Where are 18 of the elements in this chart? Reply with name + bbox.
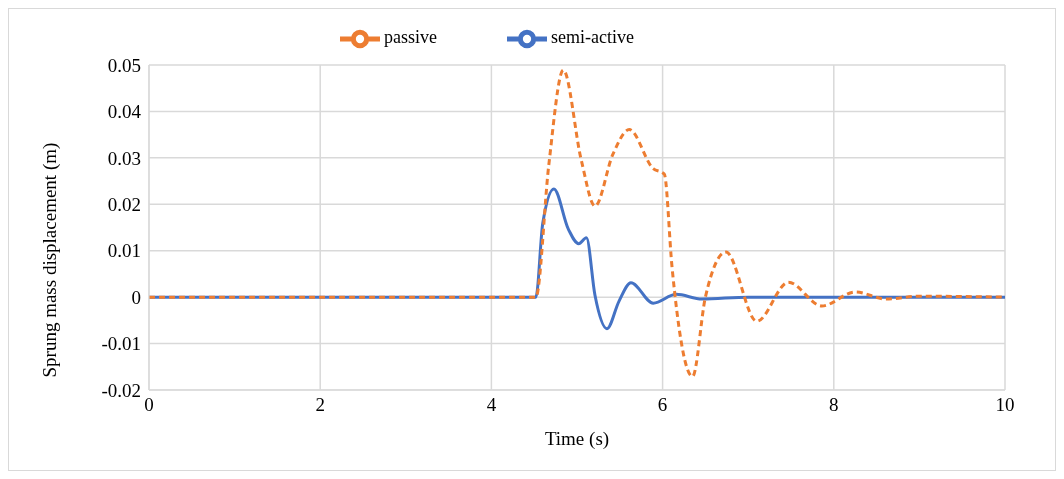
x-tick-label: 6 bbox=[657, 394, 668, 416]
x-tick-label: 8 bbox=[829, 394, 839, 416]
line-series bbox=[149, 68, 1005, 379]
y-axis-title: Sprung mass displacement (m) bbox=[38, 142, 61, 378]
legend-label: passive bbox=[384, 27, 438, 48]
y-tick-label: -0.02 bbox=[101, 379, 141, 401]
x-tick-label: 10 bbox=[995, 394, 1015, 416]
y-tick-label: 0 bbox=[131, 286, 141, 308]
y-tick-label: 0.05 bbox=[107, 54, 141, 76]
y-tick-label: 0.03 bbox=[107, 147, 141, 169]
legend-label: semi-active bbox=[551, 27, 634, 48]
y-tick-label: 0.04 bbox=[107, 101, 142, 123]
x-tick-label: 4 bbox=[486, 394, 497, 416]
y-tick-label: 0.02 bbox=[107, 194, 141, 216]
x-tick-label: 2 bbox=[315, 394, 325, 416]
y-tick-label: 0.01 bbox=[107, 240, 141, 262]
x-axis-title: Time (s) bbox=[544, 428, 610, 450]
y-tick-label: -0.01 bbox=[101, 333, 141, 355]
